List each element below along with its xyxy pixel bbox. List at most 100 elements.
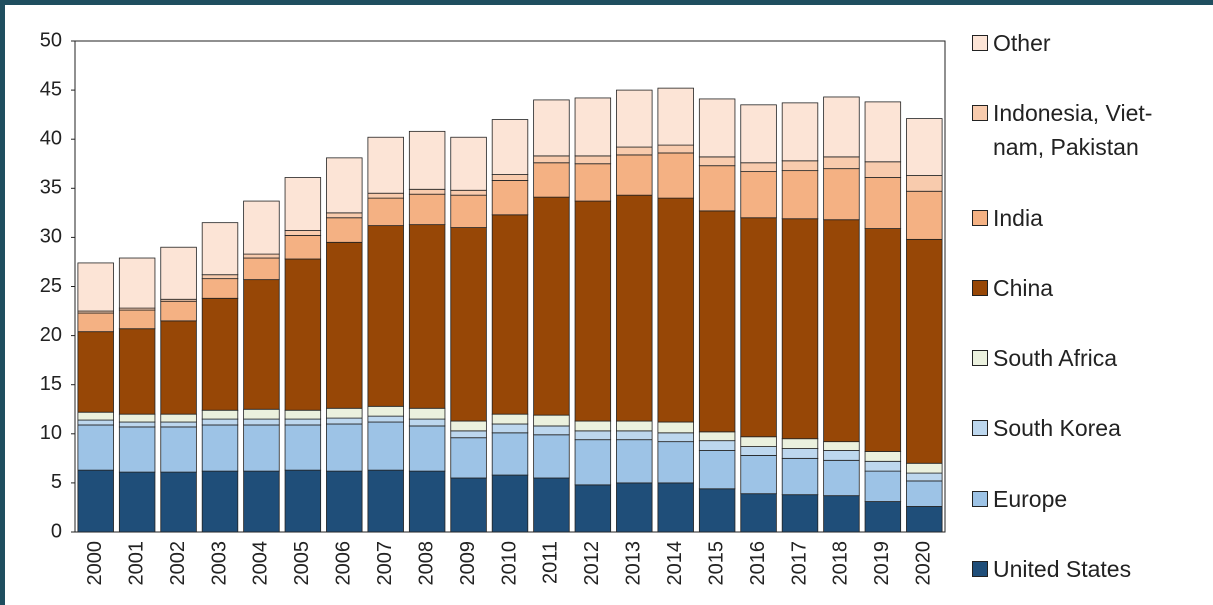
- bar-segment: [408, 418, 446, 427]
- bar-segment: [450, 420, 487, 432]
- bar-segment: [740, 104, 777, 164]
- bar-segment: [574, 155, 612, 165]
- x-tick-label: 2006: [333, 541, 355, 586]
- x-tick-label: 2019: [871, 541, 893, 586]
- bar-segment: [698, 431, 736, 442]
- bar-segment: [326, 407, 363, 419]
- legend-swatch: [972, 420, 988, 437]
- x-tick-label: 2011: [540, 541, 562, 584]
- bar-segment: [906, 462, 943, 474]
- x-tick-label: 2004: [250, 541, 272, 586]
- bar-segment: [823, 450, 860, 461]
- legend-swatch: [972, 490, 988, 507]
- bar-segment: [367, 405, 404, 417]
- bar-segment: [284, 177, 322, 231]
- bar-segment: [326, 241, 363, 409]
- bar-segment: [367, 421, 404, 471]
- x-tick-label: 2010: [498, 541, 520, 586]
- bar-segment: [408, 188, 446, 195]
- y-tick-label: 50: [40, 29, 62, 51]
- bar-segment: [243, 424, 280, 472]
- y-tick-label: 15: [40, 373, 62, 395]
- bar-segment: [284, 230, 322, 236]
- x-tick-label: 2020: [913, 541, 935, 586]
- bar-segment: [823, 168, 860, 221]
- bar-segment: [781, 457, 819, 496]
- y-tick-label: 40: [40, 127, 62, 149]
- bar-segment: [740, 455, 777, 495]
- legend-item: Indonesia, Viet-nam, Pakistan: [972, 96, 1182, 164]
- legend-label: South Korea: [993, 415, 1121, 442]
- bar-segment: [781, 160, 819, 172]
- legend-swatch: [972, 279, 988, 296]
- y-tick-label: 45: [40, 78, 62, 100]
- bar-segment: [616, 482, 653, 533]
- x-tick-label: 2013: [623, 541, 645, 586]
- bar-segment: [450, 136, 487, 191]
- x-tick-label: 2005: [291, 541, 313, 586]
- bar-segment: [450, 194, 487, 228]
- bar-segment: [408, 407, 446, 420]
- bar-segment: [657, 421, 694, 434]
- bar-segment: [740, 162, 777, 173]
- x-tick-label: 2002: [167, 541, 189, 586]
- bar-segment: [284, 418, 322, 426]
- bar-segment: [740, 493, 777, 533]
- bar-segment: [740, 171, 777, 219]
- y-tick-label: 30: [40, 226, 62, 248]
- bar-segment: [616, 194, 653, 422]
- legend-label: Indonesia, Viet-nam, Pakistan: [993, 100, 1153, 161]
- bar-segment: [698, 488, 736, 533]
- bar-segment: [657, 87, 694, 146]
- bar-segment: [243, 257, 280, 281]
- bar-segment: [284, 258, 322, 411]
- bar-segment: [698, 440, 736, 451]
- bar-segment: [698, 156, 736, 167]
- bar-segment: [201, 418, 239, 426]
- y-tick-label: 20: [40, 324, 62, 346]
- bar-segment: [698, 450, 736, 490]
- bar-segment: [284, 469, 322, 533]
- x-tick-label: 2009: [457, 541, 479, 586]
- bar-segment: [160, 413, 197, 423]
- bar-segment: [533, 414, 570, 427]
- y-tick-label: 25: [40, 275, 62, 297]
- bar-segment: [243, 253, 280, 259]
- bar-segment: [906, 472, 943, 482]
- bar-segment: [823, 459, 860, 497]
- bar-segment: [533, 99, 570, 157]
- bar-segment: [77, 262, 114, 312]
- bar-segment: [533, 434, 570, 479]
- bar-segment: [450, 437, 487, 479]
- bar-segment: [823, 96, 860, 158]
- bar-segment: [698, 98, 736, 158]
- bar-segment: [864, 101, 902, 163]
- bar-segment: [533, 155, 570, 164]
- bar-segment: [367, 136, 404, 194]
- bar-segment: [823, 156, 860, 170]
- bar-segment: [326, 157, 363, 214]
- bar-segment: [491, 474, 529, 533]
- bar-segment: [740, 436, 777, 447]
- legend-swatch: [972, 350, 988, 367]
- bar-segment: [781, 102, 819, 162]
- bar-segment: [491, 174, 529, 181]
- legend-label: Europe: [993, 485, 1068, 512]
- bar-segment: [450, 430, 487, 439]
- bar-segment: [243, 418, 280, 426]
- y-tick-label: 5: [51, 471, 62, 493]
- x-tick-label: 2016: [747, 541, 769, 586]
- bar-segment: [160, 320, 197, 415]
- bar-segment: [77, 419, 114, 426]
- bar-segment: [118, 471, 156, 533]
- bar-segment: [243, 470, 280, 533]
- bar-segment: [118, 309, 156, 330]
- bar-segment: [616, 146, 653, 156]
- bar-segment: [367, 192, 404, 199]
- bar-segment: [657, 197, 694, 423]
- bar-segment: [408, 130, 446, 190]
- x-tick-label: 2014: [664, 541, 686, 586]
- bar-segment: [408, 470, 446, 533]
